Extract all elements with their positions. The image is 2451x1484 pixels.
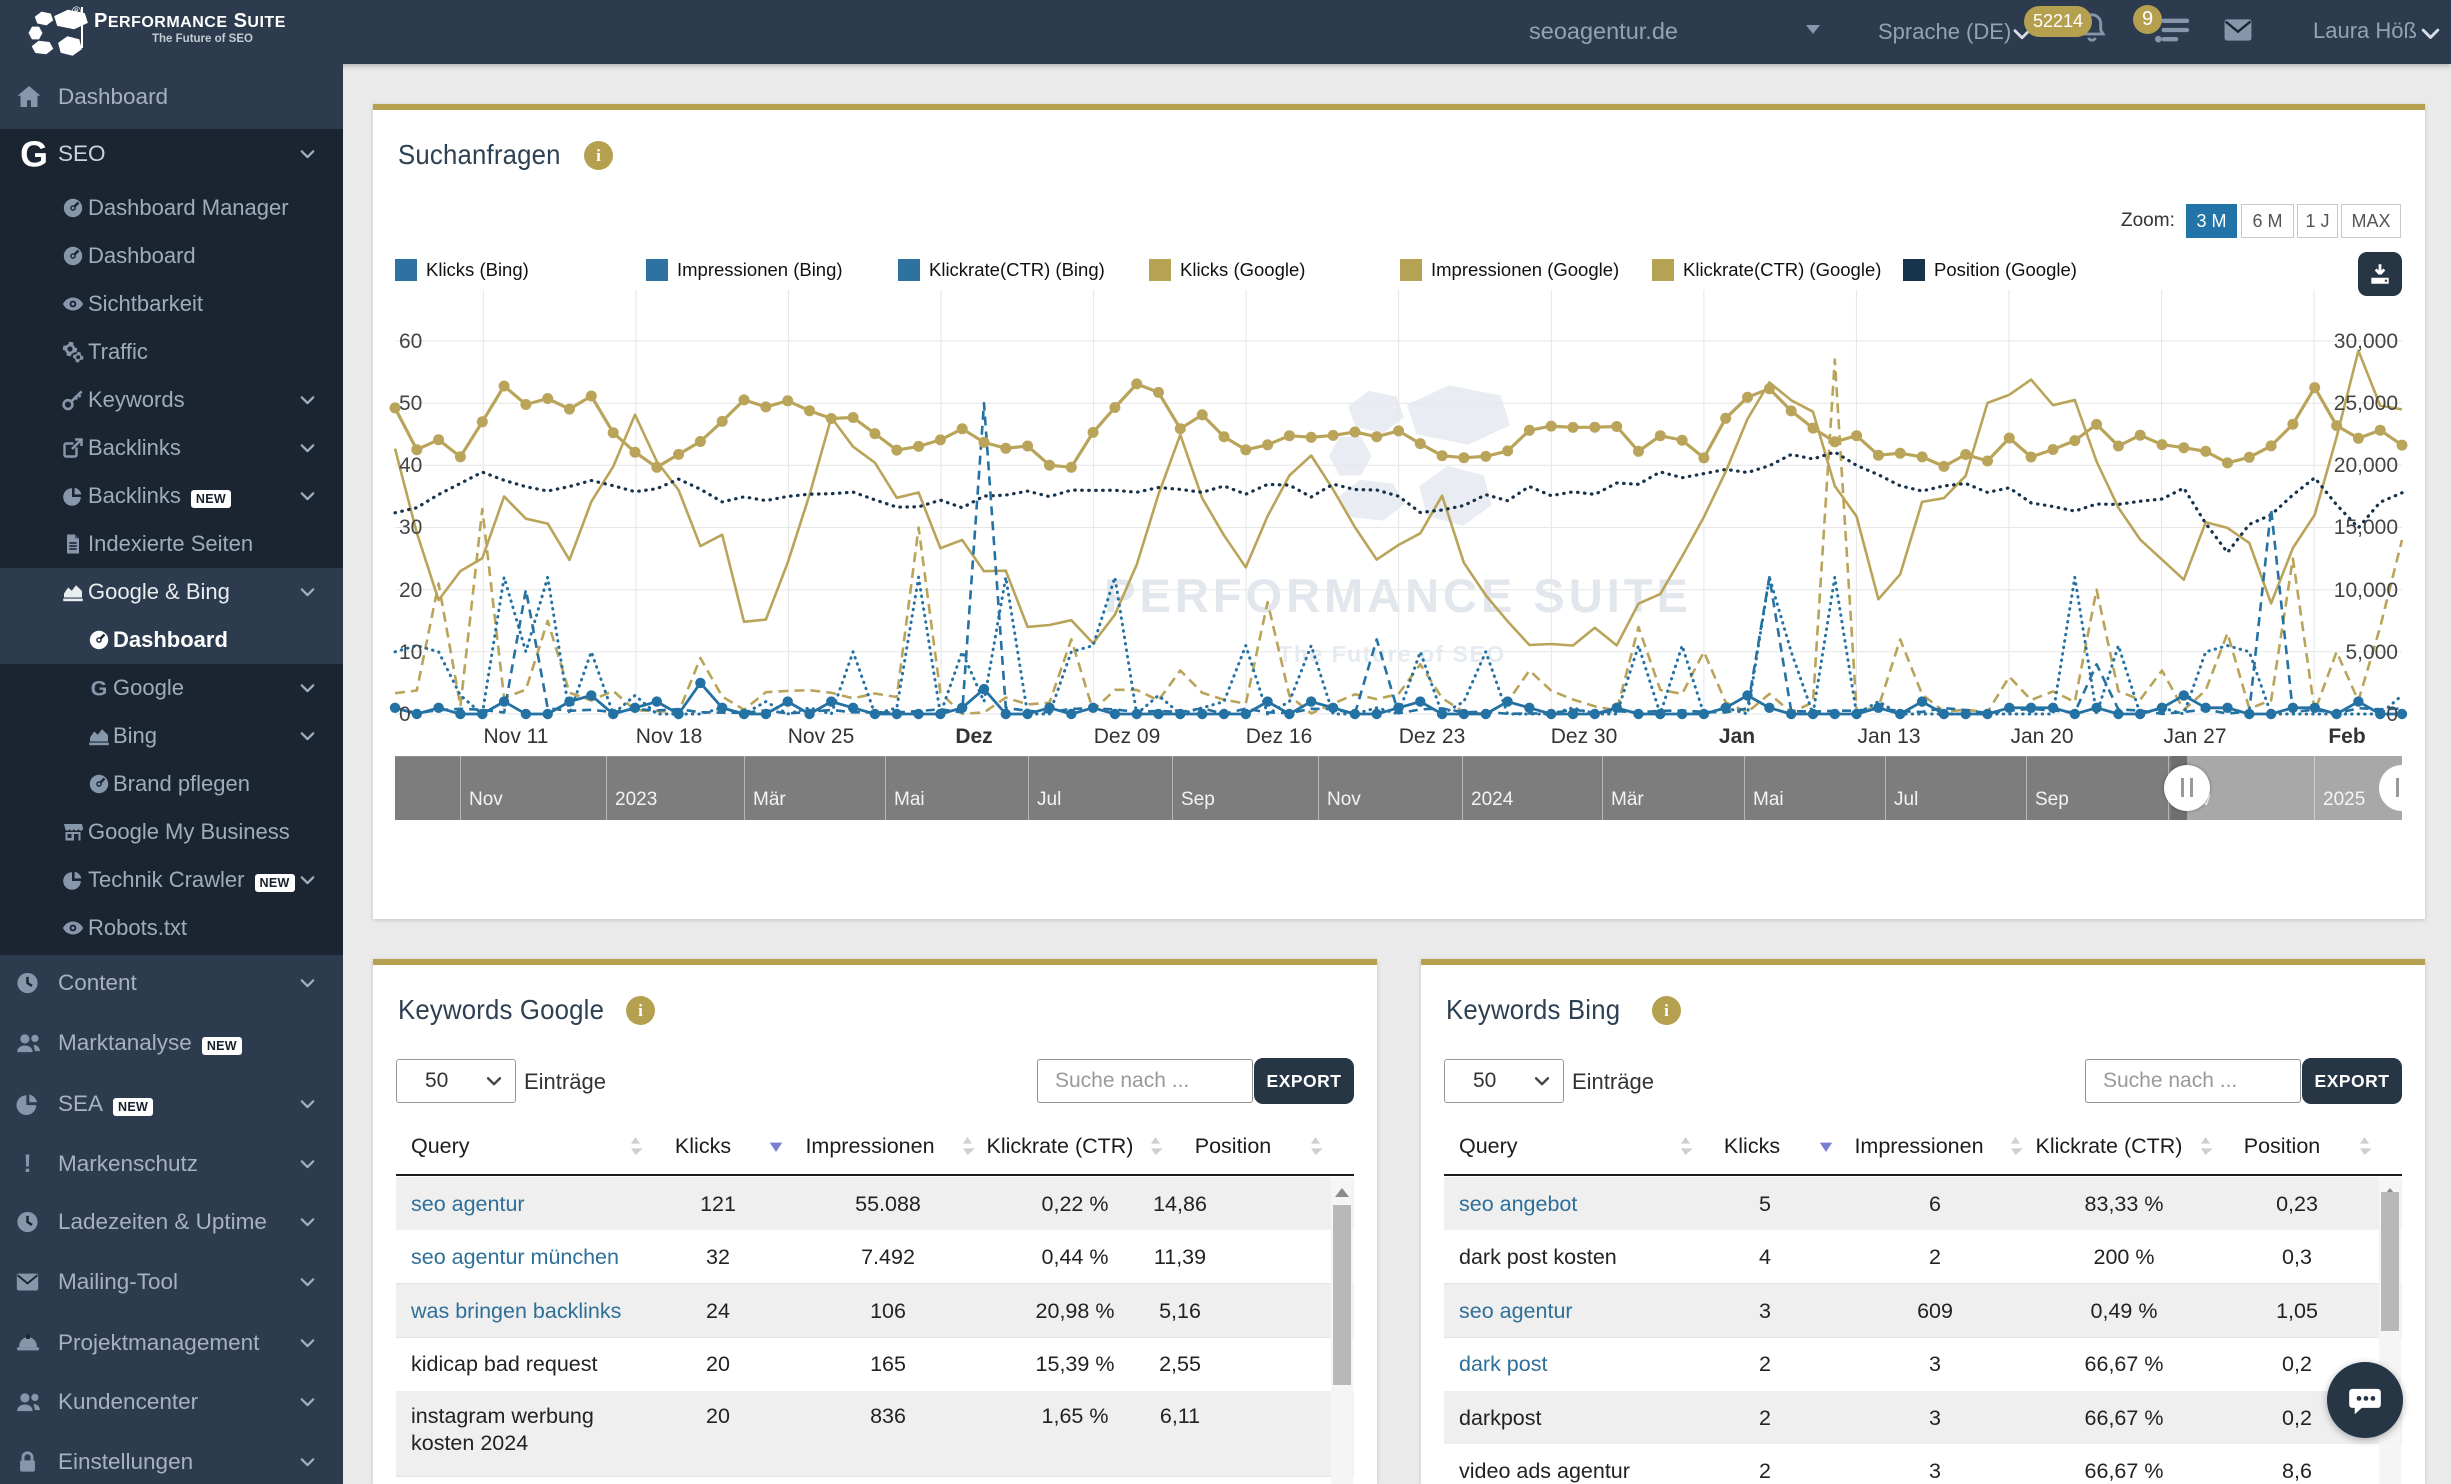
svg-text:G: G [91, 677, 108, 701]
svg-text:!: ! [23, 1151, 31, 1178]
svg-text:®: ® [72, 4, 81, 18]
svg-text:G: G [20, 135, 48, 175]
